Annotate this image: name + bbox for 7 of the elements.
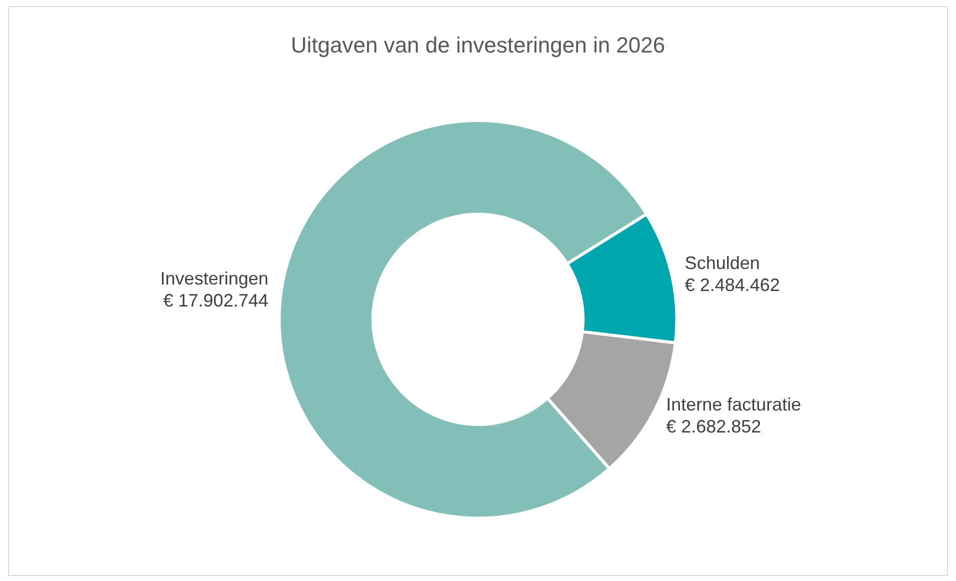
data-label: € 2.682.852 bbox=[666, 416, 762, 437]
slice-label: Investeringen bbox=[160, 268, 268, 288]
slice-label: Interne facturatie bbox=[666, 394, 802, 415]
chart-title: Uitgaven van de investeringen in 2026 bbox=[290, 32, 666, 58]
data-label: € 2.484.462 bbox=[684, 275, 780, 296]
slice-label: Schulden bbox=[684, 253, 760, 274]
data-label: € 17.902.744 bbox=[163, 290, 268, 310]
